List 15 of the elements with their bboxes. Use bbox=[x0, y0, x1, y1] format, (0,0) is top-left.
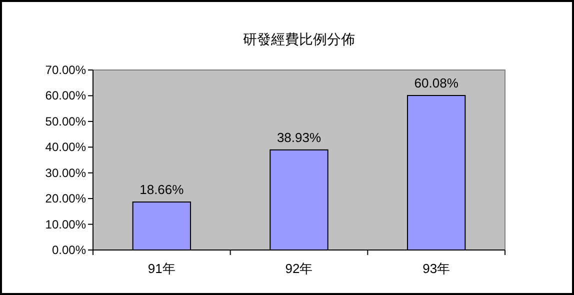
x-tick-label: 92年 bbox=[285, 261, 313, 276]
data-label: 38.93% bbox=[276, 130, 322, 145]
y-tick-label: 70.00% bbox=[45, 63, 86, 77]
y-tick-label: 40.00% bbox=[45, 140, 86, 154]
data-label: 18.66% bbox=[140, 182, 184, 198]
y-tick-label: 10.00% bbox=[45, 217, 86, 232]
y-tick-label: 50.00% bbox=[45, 114, 86, 128]
chart-title: 研發經費比例分佈 bbox=[243, 31, 355, 47]
x-tick-label: 91年 bbox=[148, 261, 176, 276]
x-tick-label: 93年 bbox=[422, 261, 450, 276]
y-tick-label: 20.00% bbox=[45, 192, 86, 206]
y-tick-label: 60.00% bbox=[45, 88, 86, 103]
data-label: 60.08% bbox=[414, 76, 459, 91]
y-tick-label: 30.00% bbox=[45, 166, 86, 180]
y-tick-label: 0.00% bbox=[52, 243, 86, 257]
